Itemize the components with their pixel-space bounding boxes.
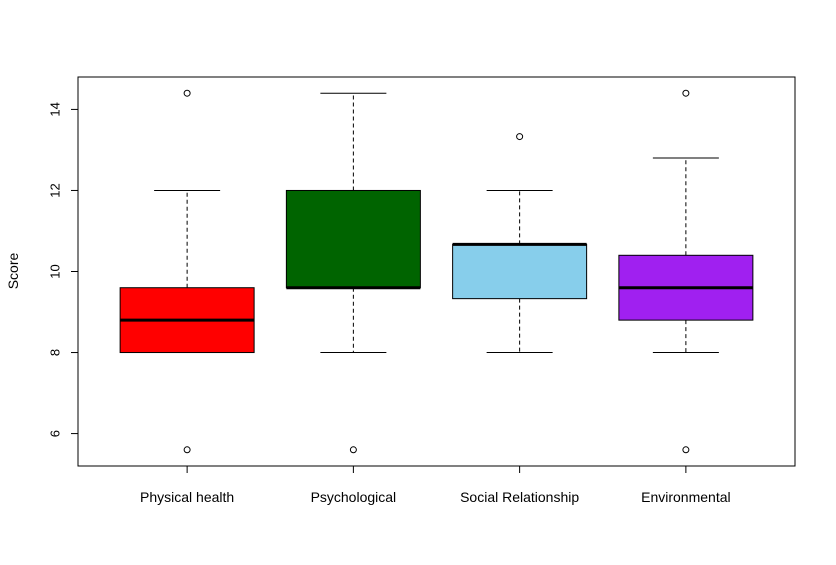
box-physical-health bbox=[119, 89, 255, 454]
outlier-point bbox=[516, 133, 524, 141]
box-environmental bbox=[618, 89, 754, 454]
boxes bbox=[119, 89, 754, 454]
y-tick-label: 14 bbox=[47, 102, 62, 116]
x-category-label: Psychological bbox=[311, 489, 397, 505]
y-axis-label: Score bbox=[5, 253, 21, 290]
outlier-point bbox=[183, 89, 191, 97]
outlier-point bbox=[682, 446, 690, 454]
x-category-label: Environmental bbox=[641, 489, 731, 505]
box-social-relationship bbox=[452, 133, 588, 354]
box-psychological bbox=[285, 92, 421, 454]
y-tick-label: 6 bbox=[47, 430, 62, 437]
x-category-label: Social Relationship bbox=[460, 489, 579, 505]
box-body bbox=[285, 189, 421, 289]
y-tick-label: 8 bbox=[47, 349, 62, 356]
x-category-label: Physical health bbox=[140, 489, 234, 505]
outlier-point bbox=[183, 446, 191, 454]
outlier-point bbox=[349, 446, 357, 454]
outlier-point bbox=[682, 89, 690, 97]
box-body bbox=[452, 243, 588, 300]
y-tick-label: 10 bbox=[47, 264, 62, 278]
y-tick-label: 12 bbox=[47, 183, 62, 197]
y-axis: 6 8 10 12 14 bbox=[47, 102, 79, 437]
x-axis: Physical health Psychological Social Relat… bbox=[140, 466, 731, 505]
